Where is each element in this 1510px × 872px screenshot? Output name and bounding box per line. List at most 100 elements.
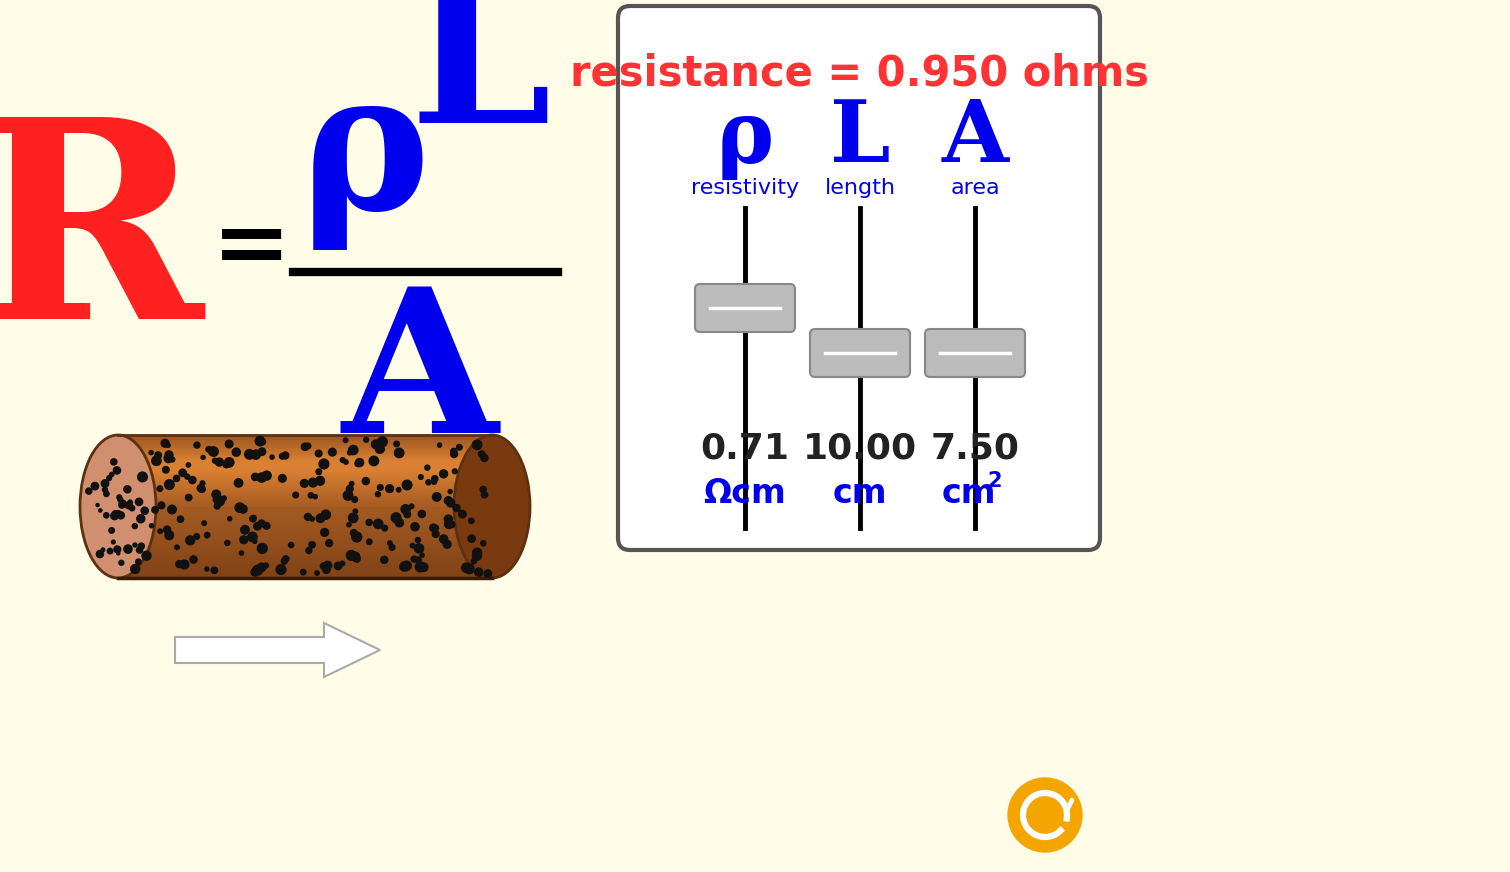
Circle shape [213,458,217,463]
Circle shape [101,480,109,487]
Circle shape [104,491,109,496]
Circle shape [355,459,364,467]
Circle shape [97,550,104,557]
Circle shape [281,558,287,564]
Circle shape [323,562,332,569]
Bar [118,565,492,568]
Circle shape [211,567,217,574]
Circle shape [193,534,199,540]
Circle shape [251,450,260,460]
Circle shape [329,448,337,456]
Circle shape [251,569,258,576]
Circle shape [198,485,204,492]
Circle shape [411,543,415,548]
Circle shape [240,526,249,534]
Text: cm: cm [832,476,888,509]
Circle shape [248,532,257,542]
Circle shape [334,562,341,569]
Circle shape [177,516,184,522]
Circle shape [473,551,482,561]
Circle shape [157,486,163,492]
Circle shape [362,478,370,485]
Circle shape [214,496,225,506]
Circle shape [433,526,438,530]
Circle shape [205,446,211,453]
Bar [118,573,492,575]
Circle shape [107,476,112,480]
Circle shape [115,511,121,517]
Circle shape [159,502,165,508]
Circle shape [346,550,356,561]
Circle shape [153,507,159,513]
Circle shape [258,520,266,527]
Circle shape [411,556,417,562]
Bar [118,532,492,534]
Circle shape [390,545,396,550]
Bar [118,492,492,494]
Ellipse shape [80,435,156,578]
FancyBboxPatch shape [926,329,1025,377]
Circle shape [459,510,467,518]
Circle shape [104,513,109,518]
Circle shape [282,555,288,562]
Circle shape [211,490,220,499]
Circle shape [468,535,476,542]
Bar [118,476,492,478]
Circle shape [109,528,115,533]
Circle shape [234,479,243,487]
Circle shape [276,564,285,575]
Circle shape [310,517,314,521]
Bar [118,444,492,446]
Bar [118,560,492,562]
Circle shape [165,531,174,540]
Circle shape [257,563,266,571]
Circle shape [154,452,162,459]
Circle shape [201,480,205,486]
Bar [118,451,492,453]
Bar [118,534,492,535]
Circle shape [418,474,423,480]
Circle shape [340,562,344,566]
Circle shape [113,467,121,474]
Circle shape [98,509,103,512]
Circle shape [153,456,162,466]
Circle shape [400,562,409,571]
Bar [118,460,492,462]
Bar [118,490,492,492]
Circle shape [163,526,171,533]
Circle shape [353,555,361,562]
Circle shape [373,519,384,528]
Circle shape [414,544,424,553]
Circle shape [385,485,394,493]
Circle shape [344,493,350,499]
Circle shape [352,532,362,542]
Circle shape [175,545,180,549]
Bar [118,464,492,466]
Circle shape [323,566,331,574]
Bar [118,494,492,496]
Circle shape [468,518,474,523]
Circle shape [451,448,456,454]
Circle shape [252,539,257,543]
Circle shape [467,563,474,571]
Circle shape [165,480,174,489]
Bar [118,481,492,483]
Bar [118,471,492,473]
Circle shape [210,450,214,455]
Circle shape [131,564,140,574]
Circle shape [233,448,240,456]
Circle shape [245,450,254,459]
Circle shape [367,539,371,544]
Circle shape [394,441,399,446]
Circle shape [115,512,118,515]
Circle shape [202,521,207,525]
Circle shape [184,474,190,479]
Text: R: R [0,107,204,377]
Circle shape [426,480,430,485]
Circle shape [125,501,133,508]
Circle shape [485,570,492,577]
Bar [118,553,492,555]
Circle shape [378,485,384,490]
Bar [118,576,492,578]
Circle shape [349,481,353,486]
